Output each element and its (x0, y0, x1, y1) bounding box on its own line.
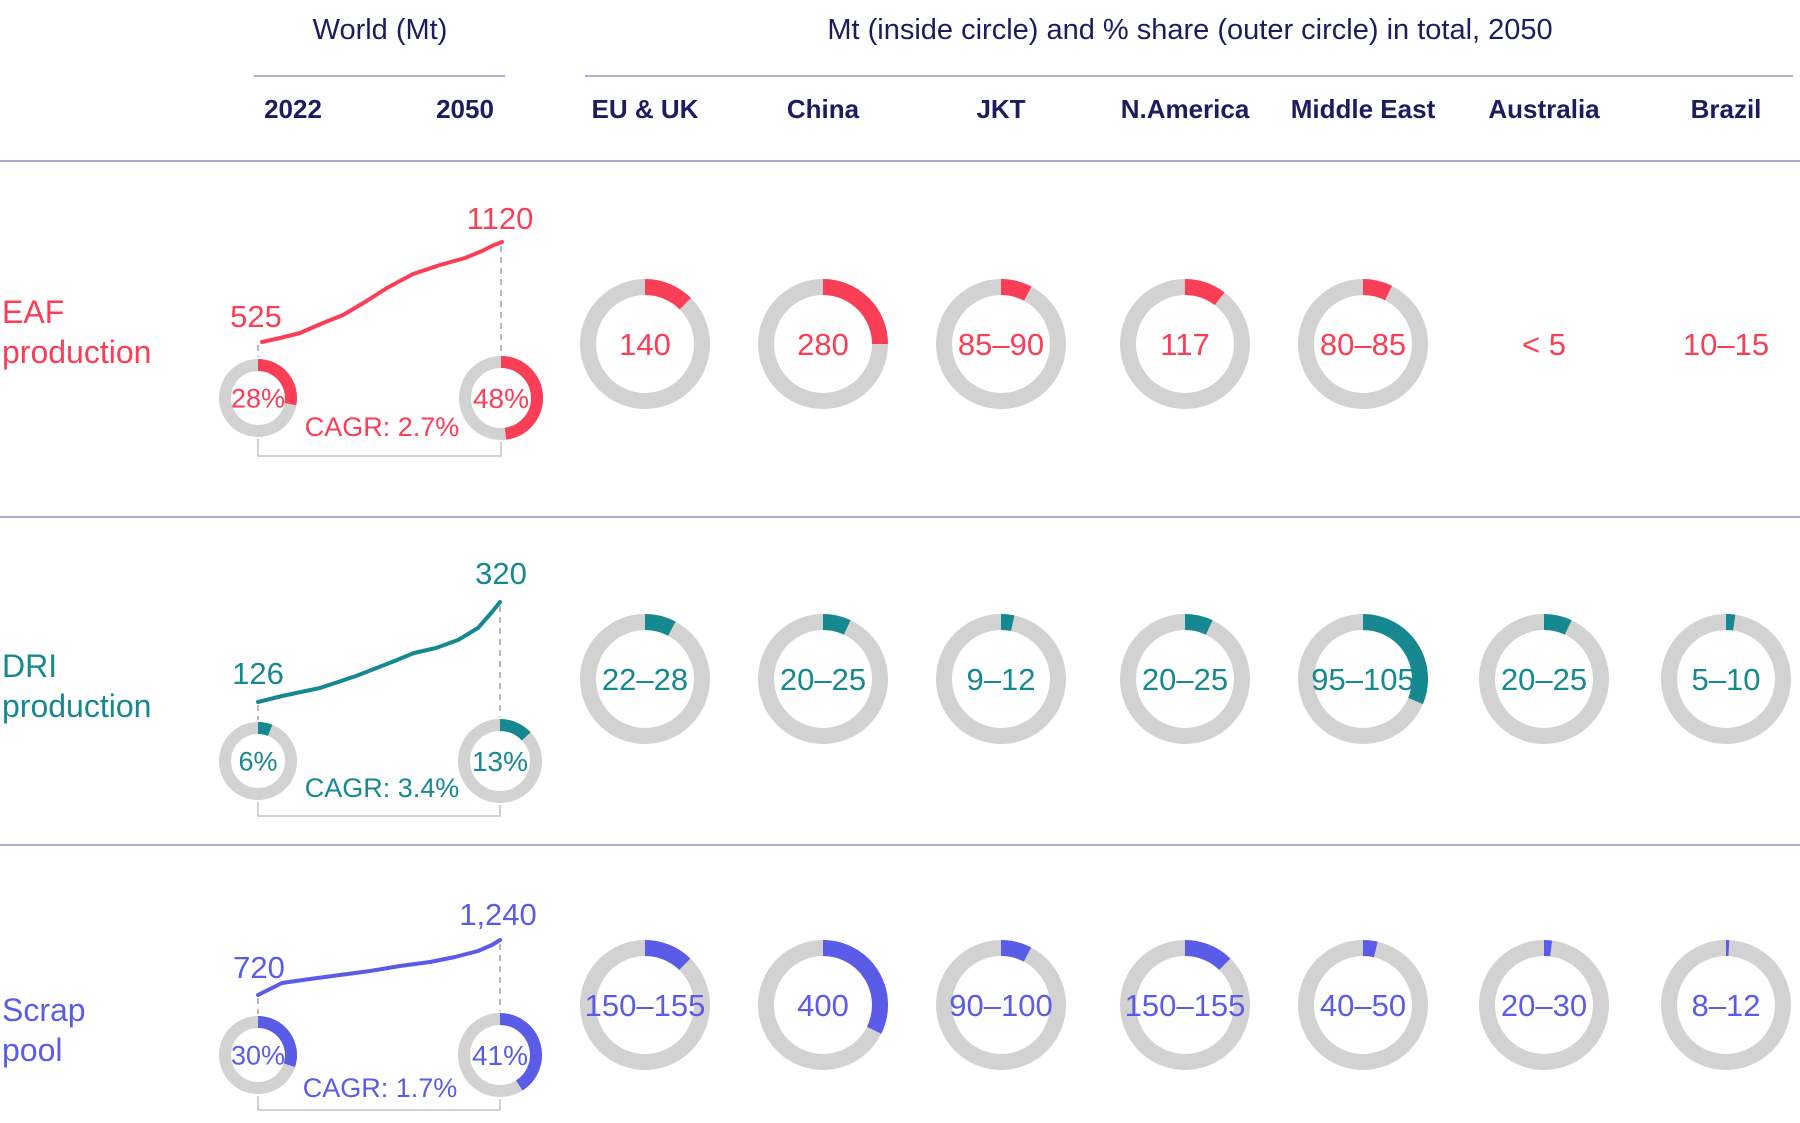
row-label-eaf: EAF production (2, 292, 151, 372)
world-donut-2022-scrap-value: 30% (231, 1041, 285, 1071)
region-dri-eu-uk-share-arc (644, 614, 676, 636)
region-header-china: China (786, 94, 860, 124)
row-label-line: DRI (2, 648, 58, 684)
region-eaf-eu-uk-value: 140 (619, 327, 671, 362)
year-header-2050: 2050 (436, 94, 494, 124)
region-scrap-china-value: 400 (797, 988, 849, 1023)
region-eaf-middle-east-value: 80–85 (1320, 327, 1406, 362)
world-value-2022-dri: 126 (232, 656, 284, 691)
trend-line-eaf (260, 240, 504, 344)
region-scrap-jkt-value: 90–100 (949, 988, 1052, 1023)
region-dri-eu-uk-value: 22–28 (602, 662, 688, 697)
world-donut-2022-dri-value: 6% (238, 747, 277, 777)
world-value-2050-eaf: 1120 (466, 201, 534, 236)
world-donut-2022-eaf-value: 28% (231, 384, 285, 414)
divider-header (0, 160, 1800, 162)
world-group-underline (254, 75, 505, 77)
world-donut-2050-scrap-share-arc (499, 1013, 542, 1091)
world-donut-2050-scrap-value: 41% (472, 1040, 528, 1071)
row-label-line: Scrap (2, 992, 86, 1028)
region-scrap-china-share-arc (822, 940, 888, 1034)
region-scrap-middle-east-share-arc (1362, 940, 1378, 958)
region-dri-brazil-share-arc (1725, 613, 1736, 631)
divider-dri-scrap (0, 844, 1800, 846)
cagr-label-dri: CAGR: 3.4% (304, 773, 460, 803)
trend-line-scrap (256, 938, 502, 997)
region-eaf-eu-uk-share-arc (644, 279, 691, 310)
region-dri-brazil-value: 5–10 (1692, 662, 1761, 697)
region-eaf-middle-east-share-arc (1362, 279, 1393, 301)
region-header-brazil: Brazil (1690, 94, 1762, 124)
region-dri-australia-share-arc (1543, 614, 1572, 635)
world-donut-2022-dri-share-arc (257, 722, 273, 736)
row-label-scrap: Scrap pool (2, 990, 86, 1070)
region-header-australia: Australia (1488, 94, 1600, 124)
region-dri-n-america-value: 20–25 (1142, 662, 1228, 697)
cagr-bracket-scrap (257, 1096, 501, 1111)
divider-eaf-dri (0, 516, 1800, 518)
row-label-dri: DRI production (2, 646, 151, 726)
row-label-line: pool (2, 1032, 63, 1068)
region-eaf-n-america-value: 117 (1160, 327, 1209, 362)
region-scrap-n-america-share-arc (1184, 940, 1231, 971)
cagr-bracket-dri (257, 802, 501, 817)
region-header-middle-east: Middle East (1290, 94, 1436, 124)
region-scrap-australia-value: 20–30 (1501, 988, 1587, 1023)
region-scrap-middle-east-value: 40–50 (1320, 988, 1406, 1023)
region-dri-jkt-share-arc (1000, 614, 1015, 632)
region-dri-jkt-value: 9–12 (967, 662, 1036, 697)
region-header-n-america: N.America (1120, 94, 1250, 124)
region-eaf-jkt-share-arc (1000, 279, 1032, 301)
cagr-label-eaf: CAGR: 2.7% (304, 412, 460, 442)
region-dri-china-value: 20–25 (780, 662, 866, 697)
region-header-jkt: JKT (976, 94, 1026, 124)
trend-line-dri (256, 600, 502, 704)
region-dri-australia-value: 20–25 (1501, 662, 1587, 697)
region-eaf-brazil-value: 10–15 (1683, 327, 1769, 362)
regions-group-underline (585, 75, 1793, 77)
region-dri-middle-east-value: 95–105 (1311, 662, 1414, 697)
region-dri-middle-east-share-arc (1362, 614, 1428, 705)
world-value-2022-eaf: 525 (230, 299, 282, 334)
row-label-line: production (2, 334, 152, 370)
year-header-2022: 2022 (264, 94, 322, 124)
region-dri-n-america-share-arc (1184, 614, 1213, 635)
world-value-2050-dri: 320 (475, 556, 527, 591)
regions-group-title: Mt (inside circle) and % share (outer ci… (827, 14, 1553, 46)
world-value-2050-scrap: 1,240 (459, 897, 537, 932)
world-donut-2050-eaf-value: 48% (473, 383, 529, 414)
world-donut-2022-scrap-share-arc (257, 1016, 297, 1068)
world-donut-2050-dri-value: 13% (472, 746, 528, 777)
region-eaf-n-america-share-arc (1184, 279, 1225, 306)
region-scrap-eu-uk-value: 150–155 (585, 988, 706, 1023)
cagr-bracket-eaf (257, 439, 502, 457)
region-scrap-jkt-share-arc (1000, 940, 1032, 962)
world-group-title: World (Mt) (312, 14, 448, 46)
region-scrap-eu-uk-share-arc (644, 940, 691, 971)
region-header-eu-uk: EU & UK (591, 94, 699, 124)
cagr-label-scrap: CAGR: 1.7% (302, 1073, 458, 1103)
world-donut-2050-dri-share-arc (499, 719, 531, 741)
world-donut-2022-eaf-share-arc (257, 359, 297, 406)
region-eaf-jkt-value: 85–90 (958, 327, 1044, 362)
region-dri-china-share-arc (822, 614, 851, 635)
world-donut-2050-eaf-share-arc (500, 356, 543, 440)
region-scrap-brazil-value: 8–12 (1692, 988, 1761, 1023)
row-label-line: EAF (2, 294, 65, 330)
region-eaf-china-value: 280 (797, 327, 849, 362)
region-eaf-china-share-arc (822, 279, 888, 345)
row-label-line: production (2, 688, 152, 724)
region-scrap-n-america-value: 150–155 (1125, 988, 1246, 1023)
region-eaf-australia-value: < 5 (1522, 327, 1566, 362)
world-value-2022-scrap: 720 (233, 950, 285, 985)
